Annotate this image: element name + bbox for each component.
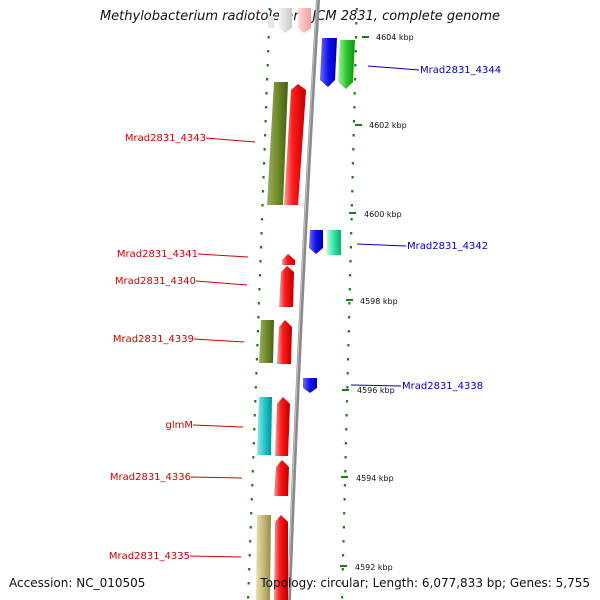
gene-mrad2831-4344-blue — [320, 38, 337, 87]
label-mrad2831-4344[interactable]: Mrad2831_4344 — [367, 65, 501, 76]
gene-mrad2831-4338-blue — [303, 378, 317, 393]
gene-mrad2831-4335-khaki — [256, 515, 271, 600]
label-mrad2831-4335[interactable]: Mrad2831_4335 — [109, 551, 242, 562]
label-text: Mrad2831_4338 — [402, 381, 483, 392]
scale-label-4604: 4604 kbp — [376, 33, 414, 42]
scale-4602: 4602 kbp — [355, 121, 407, 130]
gene-mrad2831-4344-green — [338, 40, 355, 89]
gene-faded-pink — [298, 8, 311, 33]
label-glmm[interactable]: glmM — [166, 420, 244, 431]
scale-4594: 4594 kbp — [341, 474, 394, 483]
genome-backbone — [287, 0, 320, 600]
scale-4592: 4592 kbp — [340, 563, 393, 572]
label-text: Mrad2831_4339 — [113, 334, 194, 345]
gene-mrad2831-4343-red — [284, 84, 306, 205]
label-text: Mrad2831_4344 — [420, 65, 501, 76]
label-mrad2831-4342[interactable]: Mrad2831_4342 — [356, 241, 488, 252]
label-mrad2831-4336[interactable]: Mrad2831_4336 — [110, 472, 243, 483]
label-text: Mrad2831_4335 — [109, 551, 190, 562]
label-mrad2831-4339[interactable]: Mrad2831_4339 — [113, 334, 245, 345]
scale-4600: 4600 kbp — [349, 210, 402, 219]
scale-label-4594: 4594 kbp — [356, 474, 394, 483]
accession-label: Accession: NC_010505 — [9, 576, 146, 590]
label-text: Mrad2831_4343 — [125, 133, 206, 144]
gene-mrad2831-4341 — [282, 254, 295, 265]
gene-faded-grey — [279, 8, 292, 33]
gene-mrad2831-4340 — [279, 266, 294, 307]
gene-mrad2831-4343-olive — [267, 82, 288, 205]
gene-glmm-cyan — [257, 397, 272, 455]
scale-label-4592: 4592 kbp — [355, 563, 393, 572]
gene-mrad2831-4339-red — [277, 320, 292, 364]
label-text: Mrad2831_4342 — [407, 241, 488, 252]
label-mrad2831-4338[interactable]: Mrad2831_4338 — [350, 381, 483, 392]
scale-label-4596: 4596 kbp — [357, 386, 395, 395]
gene-mrad2831-4335-red — [274, 515, 288, 600]
genome-backbone-highlight — [287, 0, 318, 600]
gene-mrad2831-4336 — [274, 460, 289, 496]
gene-mrad2831-4342-mint — [327, 230, 341, 255]
scale-4598: 4598 kbp — [346, 297, 398, 306]
label-text: Mrad2831_4340 — [115, 276, 196, 287]
label-mrad2831-4343[interactable]: Mrad2831_4343 — [125, 133, 256, 144]
inner-track — [247, 8, 271, 599]
outer-track — [341, 8, 358, 599]
genome-summary: Topology: circular; Length: 6,077,833 bp… — [260, 576, 590, 590]
label-text: Mrad2831_4341 — [117, 249, 198, 260]
gene-glmm-red — [275, 397, 290, 456]
gene-faded-grey-small — [268, 16, 274, 28]
scale-label-4598: 4598 kbp — [360, 297, 398, 306]
label-text: Mrad2831_4336 — [110, 472, 191, 483]
gene-mrad2831-4342-blue — [309, 230, 323, 254]
label-mrad2831-4340[interactable]: Mrad2831_4340 — [115, 276, 248, 287]
label-mrad2831-4341[interactable]: Mrad2831_4341 — [117, 249, 249, 260]
scale-label-4600: 4600 kbp — [364, 210, 402, 219]
label-text: glmM — [166, 420, 194, 431]
scale-4604: 4604 kbp — [362, 33, 414, 42]
scale-label-4602: 4602 kbp — [369, 121, 407, 130]
gene-mrad2831-4339-olive — [259, 320, 274, 363]
scale-4596: 4596 kbp — [342, 386, 395, 395]
